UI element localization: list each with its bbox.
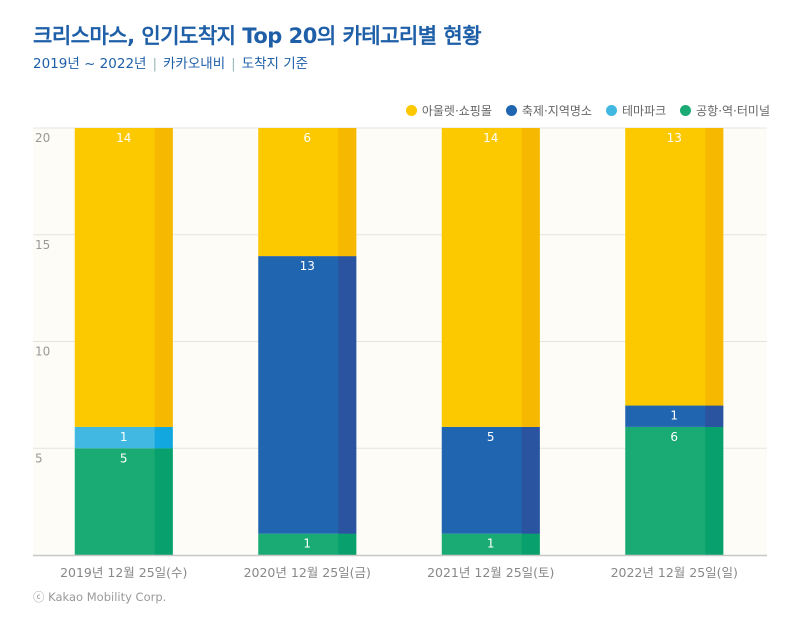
- data-label: 1: [120, 430, 128, 444]
- data-label: 6: [670, 430, 678, 444]
- legend-item: 공항·역·터미널: [680, 102, 770, 119]
- bar-segment: [74, 426, 173, 449]
- legend-swatch: [405, 105, 417, 116]
- bar-segment-shade: [154, 128, 173, 427]
- chart-title: 크리스마스, 인기도착지 Top 20의 카테고리별 현황: [33, 24, 482, 48]
- data-label: 1: [670, 409, 678, 423]
- legend-swatch: [505, 105, 517, 116]
- bar-segment-shade: [705, 128, 724, 406]
- legend-item: 테마파크: [605, 102, 667, 119]
- bar-segment-shade: [338, 128, 357, 257]
- data-label: 13: [667, 131, 682, 145]
- bar-segment-shade: [521, 128, 540, 427]
- data-label: 5: [120, 451, 128, 465]
- bar-segment-shade: [705, 405, 724, 427]
- data-label: 13: [300, 259, 315, 273]
- y-tick-label: 5: [35, 451, 43, 465]
- data-label: 1: [303, 537, 311, 551]
- subtitle-basis: 도착지 기준: [241, 56, 309, 72]
- chart-subtitle: 2019년 ~ 2022년 | 카카오내비 | 도착지 기준: [33, 56, 309, 72]
- copyright-credit: ⓒ Kakao Mobility Corp.: [33, 590, 167, 604]
- legend-item: 아울렛·쇼핑몰: [405, 102, 492, 119]
- bar-segment-shade: [338, 256, 357, 534]
- x-tick-label: 2019년 12월 25일(수): [60, 565, 187, 580]
- data-label: 14: [483, 131, 498, 145]
- bar-segment: [441, 533, 540, 555]
- legend-label: 테마파크: [621, 104, 667, 118]
- subtitle-source: 카카오내비: [163, 56, 226, 72]
- bar-segment-shade: [154, 448, 173, 555]
- data-label: 1: [487, 537, 495, 551]
- legend-label: 축제·지역명소: [521, 104, 592, 118]
- legend-swatch: [680, 105, 692, 116]
- y-tick-label: 15: [35, 238, 50, 252]
- bar-segment-shade: [338, 533, 357, 555]
- bar-segment-shade: [705, 426, 724, 555]
- legend-swatch: [605, 105, 617, 116]
- x-tick-label: 2022년 12월 25일(일): [611, 565, 738, 580]
- bar-segment-shade: [154, 426, 173, 449]
- bar-segment: [625, 405, 724, 427]
- x-tick-label: 2021년 12월 25일(토): [427, 565, 554, 580]
- subtitle-period: 2019년 ~ 2022년: [33, 56, 147, 72]
- data-label: 6: [303, 131, 311, 145]
- data-label: 14: [116, 131, 131, 145]
- legend-label: 공항·역·터미널: [696, 104, 770, 118]
- bar-segment-shade: [521, 426, 540, 534]
- y-tick-label: 20: [35, 131, 50, 145]
- legend: 아울렛·쇼핑몰 축제·지역명소 테마파크 공항·역·터미널: [405, 102, 770, 119]
- bar-segment-shade: [521, 533, 540, 555]
- y-tick-label: 10: [35, 345, 50, 359]
- data-label: 5: [487, 430, 495, 444]
- x-tick-label: 2020년 12월 25일(금): [244, 565, 371, 580]
- legend-label: 아울렛·쇼핑몰: [421, 104, 492, 118]
- legend-item: 축제·지역명소: [505, 102, 592, 119]
- bar-segment: [258, 533, 357, 555]
